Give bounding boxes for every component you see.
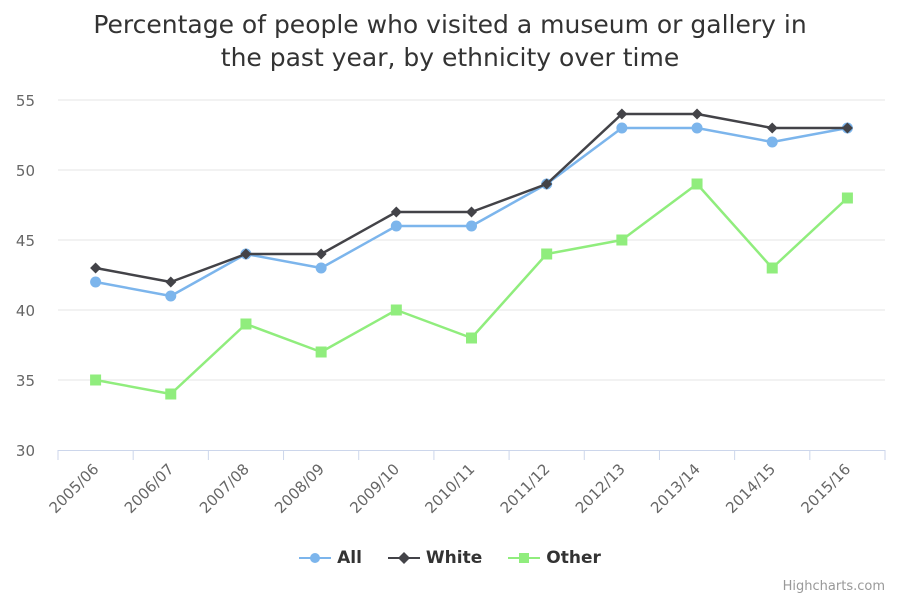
data-point-other[interactable] — [691, 178, 703, 190]
data-point-white[interactable] — [766, 122, 778, 134]
legend-label-other: Other — [546, 548, 601, 568]
series-other — [90, 178, 853, 400]
data-point-other[interactable] — [90, 374, 102, 386]
data-point-white[interactable] — [691, 108, 703, 120]
x-tick-label: 2009/10 — [346, 460, 403, 517]
data-point-other[interactable] — [165, 388, 177, 400]
y-tick-label: 35 — [16, 372, 35, 390]
x-tick-label: 2011/12 — [497, 460, 554, 517]
x-tick-label: 2008/09 — [271, 460, 328, 517]
series-line-white — [94, 112, 849, 284]
data-point-white[interactable] — [466, 206, 477, 218]
legend-symbol-circle-icon — [299, 553, 332, 563]
x-tick-label: 2007/08 — [196, 460, 253, 517]
legend-label-white: White — [425, 548, 483, 568]
x-tick-label: 2014/15 — [722, 460, 779, 517]
y-tick-label: 40 — [16, 302, 35, 320]
chart-title-line-1: Percentage of people who visited a museu… — [93, 10, 807, 39]
data-point-other[interactable] — [390, 304, 402, 316]
x-tick-label: 2012/13 — [572, 460, 629, 517]
chart-title-line-2: the past year, by ethnicity over time — [220, 43, 680, 72]
data-point-other[interactable] — [616, 234, 628, 246]
data-point-white[interactable] — [315, 248, 327, 260]
data-point-white[interactable] — [240, 248, 252, 260]
data-point-all[interactable] — [315, 262, 327, 274]
x-tick-label: 2006/07 — [121, 460, 178, 517]
data-point-all[interactable] — [390, 220, 402, 232]
data-point-all[interactable] — [616, 122, 628, 134]
legend-symbol-diamond-icon — [387, 552, 420, 564]
series-white — [90, 108, 853, 288]
y-tick-label: 30 — [16, 442, 35, 460]
data-point-white[interactable] — [90, 262, 102, 274]
legend: All White Other — [0, 548, 900, 568]
data-point-white[interactable] — [390, 206, 402, 218]
x-tick-label: 2005/06 — [46, 460, 103, 517]
legend-item-white[interactable]: White — [387, 548, 483, 568]
data-point-other[interactable] — [541, 248, 553, 260]
legend-item-other[interactable]: Other — [508, 548, 601, 568]
y-tick-label: 50 — [16, 162, 35, 180]
y-tick-label: 45 — [16, 232, 35, 250]
credits-link[interactable]: Highcharts.com — [782, 579, 885, 594]
y-tick-label: 55 — [16, 92, 35, 110]
x-tick-label: 2015/16 — [797, 460, 854, 517]
data-point-other[interactable] — [315, 346, 327, 358]
data-point-all[interactable] — [466, 220, 477, 232]
data-point-other[interactable] — [466, 332, 477, 344]
data-point-white[interactable] — [165, 276, 177, 288]
data-point-white[interactable] — [616, 108, 628, 120]
data-point-all[interactable] — [766, 136, 778, 148]
x-tick-label: 2013/14 — [647, 460, 704, 517]
legend-symbol-square-icon — [508, 553, 541, 563]
data-point-other[interactable] — [240, 318, 252, 330]
data-point-all[interactable] — [90, 276, 102, 288]
legend-label-all: All — [337, 548, 362, 568]
legend-item-all[interactable]: All — [299, 548, 362, 568]
data-point-all[interactable] — [165, 290, 177, 302]
data-point-white[interactable] — [841, 122, 853, 134]
data-point-all[interactable] — [691, 122, 703, 134]
x-tick-label: 2010/11 — [422, 460, 479, 517]
data-point-white[interactable] — [541, 178, 553, 190]
data-point-other[interactable] — [841, 192, 853, 204]
data-point-other[interactable] — [766, 262, 778, 274]
